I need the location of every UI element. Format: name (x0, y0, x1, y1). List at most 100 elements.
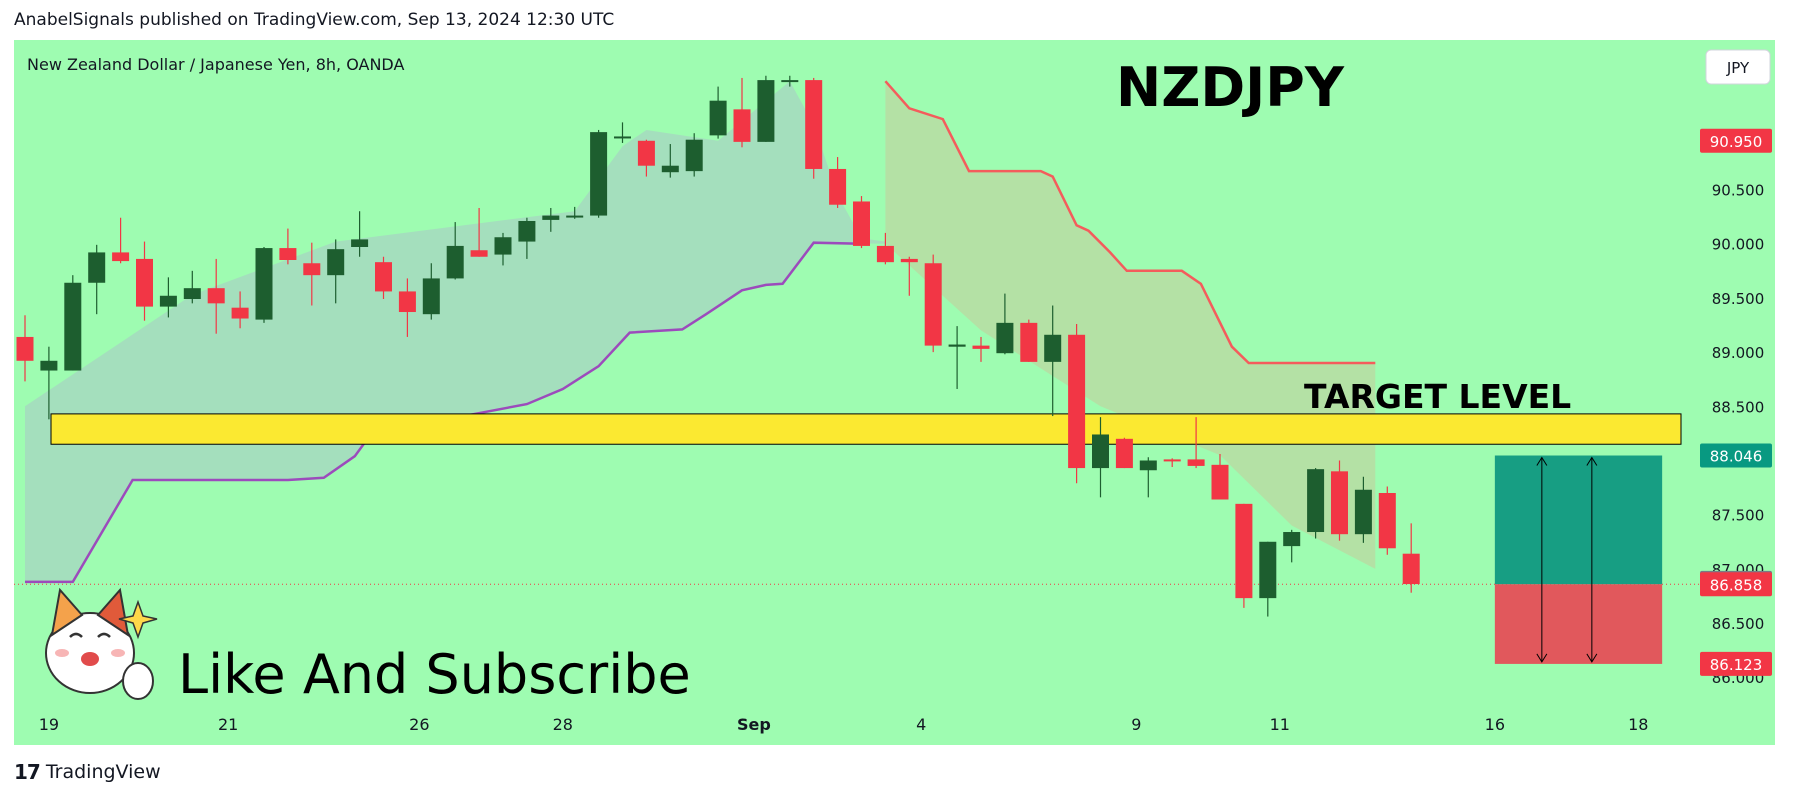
candle-body (1354, 489, 1372, 535)
candle (231, 291, 249, 329)
candle-body (1068, 334, 1086, 469)
candle-body (1020, 322, 1038, 362)
candle-body (853, 201, 870, 246)
candle-body (1259, 541, 1277, 599)
candle-body (924, 263, 942, 346)
sparkle-icon (118, 599, 158, 640)
y-tick-label: 90.000 (1712, 236, 1765, 254)
candle-body (398, 291, 416, 313)
position-arrow-head-up (1536, 456, 1548, 466)
candle-body (637, 140, 655, 166)
position-arrow-head-down (1536, 653, 1548, 663)
tradingview-logo-icon: 17 (14, 760, 41, 784)
candle-body (422, 278, 440, 315)
price-label-badge (1700, 651, 1772, 676)
candle-body (375, 262, 392, 292)
candle (494, 232, 512, 266)
candle (470, 207, 488, 257)
candle-body (40, 360, 58, 371)
candle (637, 139, 655, 177)
cat-blush-left (55, 649, 69, 657)
candlestick-chart[interactable]: New Zealand Dollar / Japanese Yen, 8h, O… (0, 0, 1793, 760)
candle-body (494, 237, 512, 255)
currency-badge-label: JPY (1726, 59, 1750, 77)
cat-ear-right (96, 587, 130, 638)
candle-body (948, 344, 966, 347)
x-tick-label: 19 (39, 715, 59, 734)
candle-body (1331, 471, 1348, 535)
y-tick-label: 89.500 (1712, 290, 1765, 308)
candle (1044, 305, 1062, 417)
candle (948, 326, 966, 389)
chart-title: NZDJPY (1116, 56, 1345, 119)
candle-body (1283, 532, 1301, 547)
price-label-text: 86.123 (1710, 656, 1763, 674)
candle (16, 315, 34, 382)
price-label-badge (1700, 443, 1772, 468)
y-tick-label: 89.000 (1712, 344, 1765, 362)
candle-body (996, 322, 1014, 354)
cat-mascot-icon (45, 587, 158, 700)
candle (303, 242, 321, 306)
candle-body (327, 249, 345, 276)
candle-body (757, 80, 775, 142)
candle (996, 293, 1014, 355)
publisher-header: AnabelSignals published on TradingView.c… (14, 10, 615, 30)
candle (1283, 529, 1301, 563)
like-subscribe-label: Like And Subscribe (178, 643, 691, 706)
lower-band-line (25, 241, 862, 584)
candle-body (566, 215, 584, 218)
candle-body (112, 252, 130, 262)
candle (1187, 417, 1205, 469)
candle-body (255, 248, 273, 320)
candle (1068, 323, 1086, 484)
lower-cloud-fill (25, 81, 886, 582)
candle (183, 270, 201, 304)
candle (159, 277, 177, 318)
candle (1235, 503, 1253, 608)
candle (375, 256, 392, 300)
candle (279, 228, 297, 265)
candle (64, 275, 82, 371)
candle (972, 336, 990, 362)
candle-body (661, 165, 679, 173)
candle (446, 222, 464, 280)
candle-body (1163, 459, 1181, 462)
candle-body (590, 132, 608, 216)
candle-body (351, 239, 369, 247)
x-tick-label: 16 (1485, 715, 1505, 734)
candle-body (542, 215, 560, 220)
candle (757, 75, 775, 142)
candle (733, 77, 751, 148)
target-zone-rect (50, 413, 1682, 445)
candle-body (303, 263, 321, 276)
cat-blush-right (111, 649, 125, 657)
candle (805, 77, 823, 179)
candle (1020, 319, 1038, 362)
candle (709, 86, 727, 139)
cat-paw (122, 662, 154, 700)
position-arrow-head-down (1586, 653, 1598, 663)
x-tick-label: Sep (737, 715, 771, 734)
candle-body (685, 139, 703, 172)
tradingview-brand: TradingView (45, 761, 161, 783)
cat-mouth (81, 652, 99, 666)
candle (398, 278, 416, 337)
candle-body (207, 288, 225, 304)
candle (255, 246, 273, 323)
candle (112, 217, 130, 264)
candle (876, 232, 894, 265)
upper-cloud-fill (885, 81, 1376, 569)
candle-body (159, 295, 177, 307)
y-tick-label: 87.500 (1712, 507, 1765, 525)
candle (88, 244, 106, 315)
candle (1092, 417, 1109, 498)
candle-body (518, 220, 536, 242)
cat-eye-left (69, 632, 83, 638)
currency-badge (1705, 49, 1771, 85)
x-tick-label: 11 (1270, 715, 1290, 734)
candle-body (1187, 459, 1205, 466)
candle-body (1044, 334, 1062, 362)
candle (1139, 457, 1157, 498)
tradingview-footer[interactable]: 17 TradingView (14, 760, 161, 784)
